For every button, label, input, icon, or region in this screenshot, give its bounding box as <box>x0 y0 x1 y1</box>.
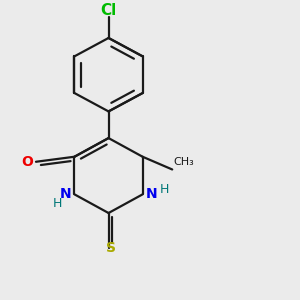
Text: H: H <box>52 197 62 210</box>
Text: N: N <box>146 188 158 201</box>
Text: O: O <box>21 155 33 169</box>
Text: S: S <box>106 241 116 255</box>
Text: H: H <box>160 183 169 196</box>
Text: N: N <box>59 188 71 201</box>
Text: CH₃: CH₃ <box>174 157 194 167</box>
Text: Cl: Cl <box>100 3 117 18</box>
